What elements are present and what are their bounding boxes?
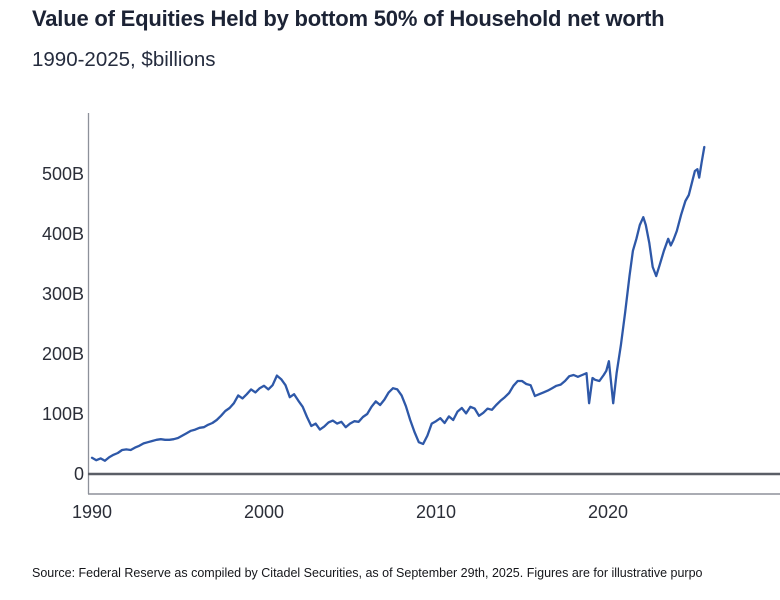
chart-title: Value of Equities Held by bottom 50% of … <box>32 6 665 31</box>
y-tick-label-500: 500B <box>41 164 84 184</box>
source-note: Source: Federal Reserve as compiled by C… <box>32 566 703 580</box>
y-tick-label-300: 300B <box>41 284 84 304</box>
y-tick-label-0: 0 <box>73 464 84 484</box>
y-tick-label-200: 200B <box>41 344 84 364</box>
y-tick-label-100: 100B <box>41 404 84 424</box>
x-tick-label-2020: 2020 <box>587 502 629 522</box>
chart-subtitle: 1990-2025, $billions <box>32 48 216 71</box>
x-tick-label-2010: 2010 <box>415 502 457 522</box>
equities-series-line <box>90 145 706 462</box>
y-tick-label-400: 400B <box>41 224 84 244</box>
x-tick-label-1990: 1990 <box>71 502 113 522</box>
x-tick-label-2000: 2000 <box>243 502 285 522</box>
